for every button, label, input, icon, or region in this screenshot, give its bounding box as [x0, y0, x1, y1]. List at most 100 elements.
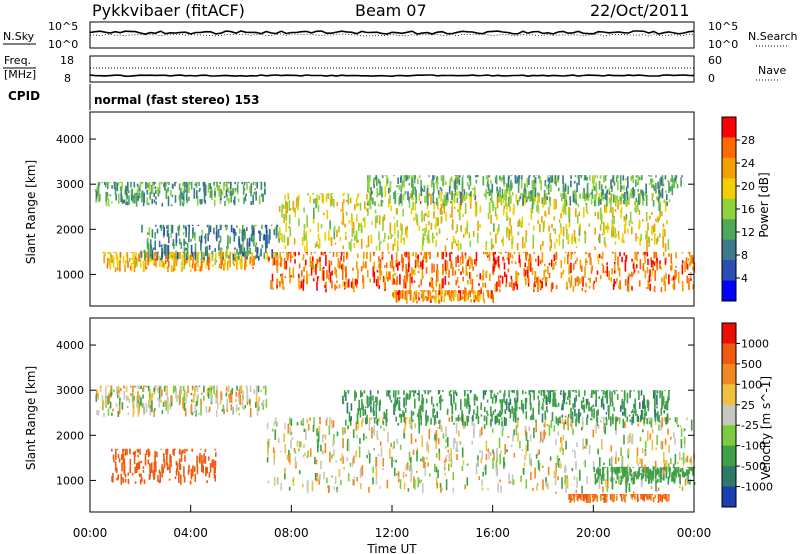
data-cell: [655, 258, 658, 261]
data-cell: [476, 274, 478, 278]
data-cell: [279, 227, 281, 239]
data-cell: [639, 402, 641, 409]
data-cell: [331, 422, 333, 429]
data-cell: [599, 457, 601, 467]
data-cell: [693, 482, 696, 485]
data-cell: [97, 410, 100, 416]
data-cell: [648, 215, 651, 220]
data-cell: [441, 390, 444, 392]
data-cell: [500, 450, 502, 454]
data-cell: [346, 390, 349, 392]
colorbar-segment: [722, 363, 736, 385]
data-cell: [530, 193, 533, 202]
data-cell: [119, 397, 121, 401]
data-cell: [415, 189, 417, 201]
data-cell: [563, 186, 565, 199]
data-cell: [603, 197, 605, 199]
colorbar-tick-label: 20: [741, 180, 755, 193]
data-cell: [603, 418, 605, 430]
data-cell: [560, 440, 563, 451]
data-cell: [492, 410, 495, 415]
data-cell: [498, 437, 501, 449]
data-cell: [585, 204, 588, 213]
data-cell: [391, 254, 393, 261]
data-cell: [555, 439, 557, 445]
data-cell: [640, 409, 643, 420]
data-cell: [512, 479, 515, 485]
data-cell: [309, 417, 311, 421]
data-cell: [665, 190, 667, 194]
data-cell: [308, 273, 310, 277]
data-cell: [498, 224, 500, 232]
data-cell: [617, 457, 620, 462]
data-cell: [659, 185, 661, 189]
data-cell: [533, 225, 535, 231]
data-cell: [342, 438, 344, 449]
data-cell: [538, 462, 541, 472]
data-cell: [117, 181, 120, 186]
data-cell: [464, 287, 467, 290]
data-cell: [638, 209, 641, 215]
data-cell: [212, 264, 214, 267]
data-cell: [624, 421, 626, 429]
data-cell: [455, 392, 458, 397]
data-cell: [148, 451, 151, 456]
data-cell: [346, 456, 348, 462]
data-cell: [531, 179, 534, 189]
data-cell: [284, 245, 287, 250]
data-cell: [404, 290, 406, 300]
data-cell: [530, 207, 532, 219]
data-cell: [135, 385, 138, 387]
data-cell: [185, 181, 187, 188]
data-cell: [570, 175, 572, 179]
y-tick-label: 2000: [56, 429, 84, 442]
data-cell: [465, 290, 467, 297]
data-cell: [508, 175, 510, 180]
data-cell: [265, 399, 268, 408]
data-cell: [520, 399, 523, 410]
data-cell: [491, 251, 494, 256]
data-cell: [440, 394, 442, 403]
data-cell: [438, 420, 440, 424]
data-cell: [315, 263, 317, 275]
data-cell: [464, 484, 466, 490]
data-cell: [647, 494, 650, 501]
data-cell: [538, 403, 540, 415]
data-cell: [154, 263, 156, 265]
data-cell: [226, 248, 228, 258]
data-cell: [215, 231, 218, 240]
data-cell: [436, 177, 438, 183]
data-cell: [605, 243, 607, 248]
data-cell: [472, 290, 474, 292]
data-cell: [583, 190, 586, 200]
data-cell: [630, 188, 632, 199]
data-cell: [613, 407, 615, 412]
data-cell: [169, 454, 171, 464]
data-cell: [219, 251, 221, 257]
data-cell: [191, 448, 194, 450]
data-cell: [457, 414, 460, 422]
data-cell: [179, 238, 181, 245]
data-cell: [648, 182, 651, 185]
data-cell: [393, 390, 395, 398]
data-cell: [261, 193, 263, 197]
data-cell: [622, 469, 624, 479]
data-cell: [585, 252, 588, 255]
data-cell: [186, 242, 189, 254]
data-cell: [603, 462, 605, 465]
data-cell: [563, 400, 565, 405]
data-cell: [620, 447, 622, 457]
data-cell: [610, 277, 613, 282]
data-cell: [511, 254, 514, 259]
data-cell: [475, 413, 478, 420]
data-cell: [176, 252, 179, 260]
data-cell: [317, 276, 320, 279]
data-cell: [135, 251, 137, 257]
x-tick-label: 04:00: [173, 526, 208, 540]
data-cell: [480, 287, 482, 291]
data-cell: [419, 408, 422, 418]
data-cell: [138, 473, 141, 477]
data-cell: [627, 464, 629, 475]
data-cell: [184, 408, 187, 417]
data-cell: [439, 422, 442, 429]
